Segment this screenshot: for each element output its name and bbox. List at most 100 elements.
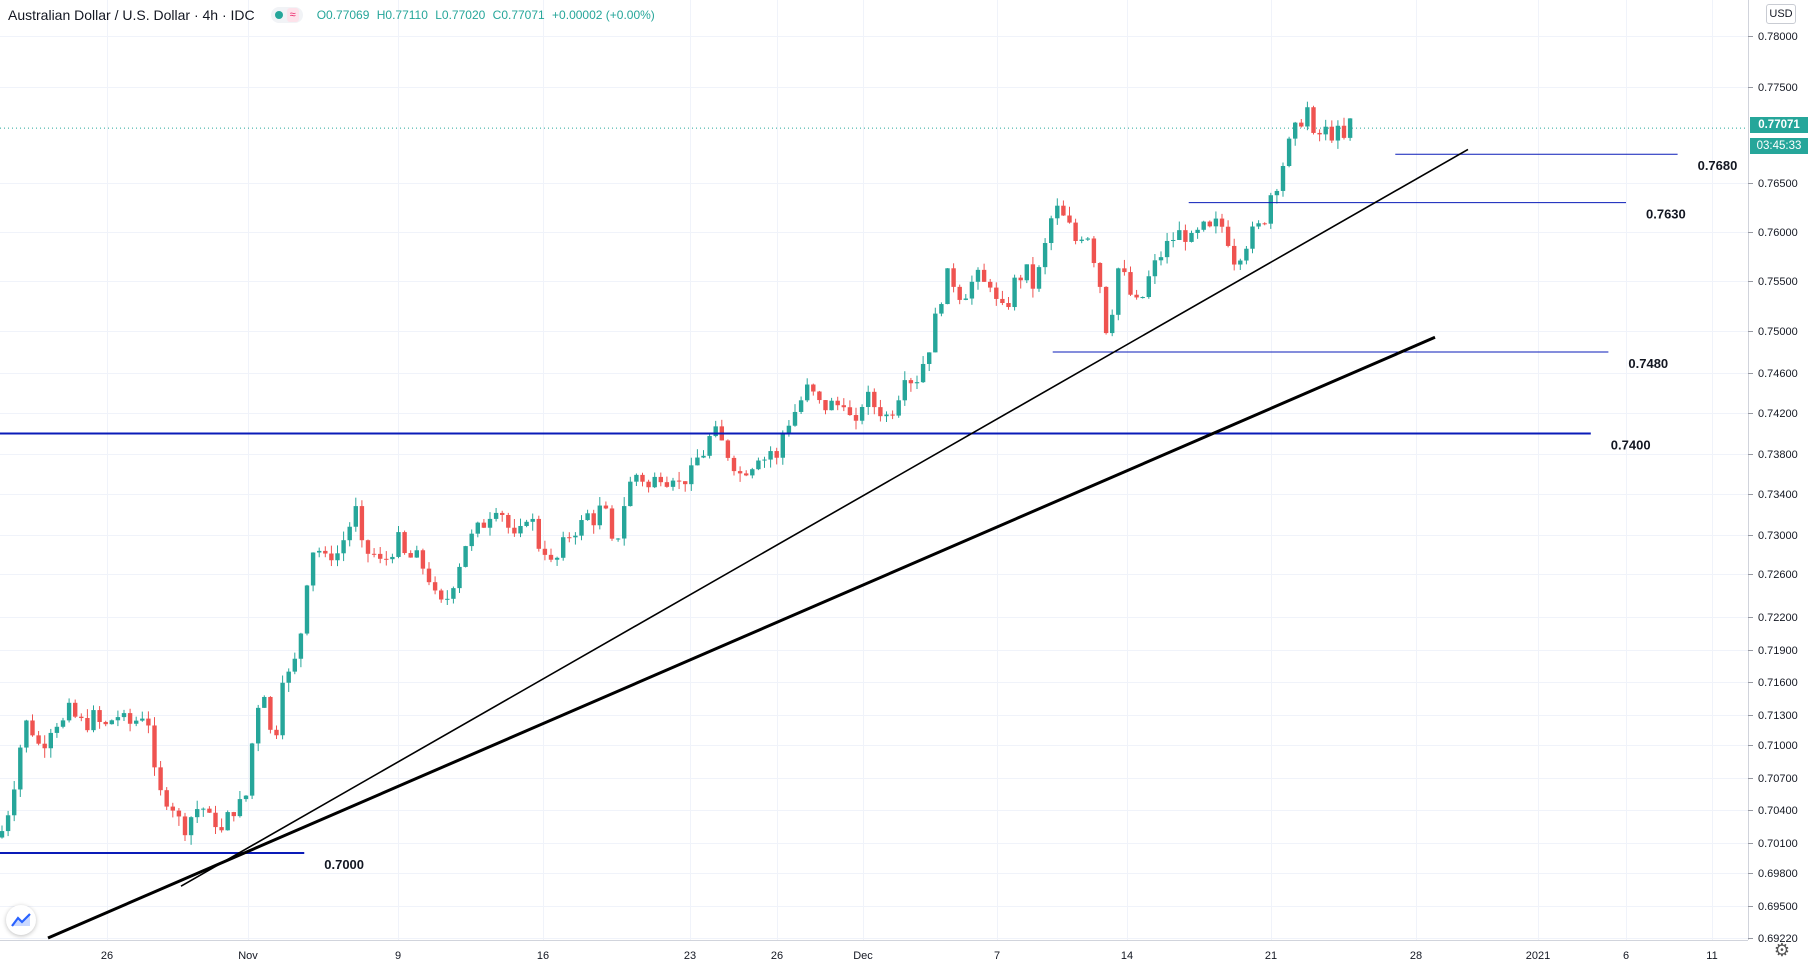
candle-body (402, 532, 407, 554)
candle-body (725, 440, 731, 458)
symbol-title[interactable]: Australian Dollar / U.S. Dollar · 4h · I… (8, 7, 255, 23)
candle-body (213, 812, 218, 828)
candle-body (695, 457, 700, 466)
price-tick-label: 0.74600 (1758, 368, 1798, 380)
high-value: H0.77110 (376, 8, 428, 22)
candle-body (1134, 294, 1139, 298)
candle-body (1122, 268, 1127, 273)
candle-body (676, 480, 682, 482)
trendline-thin (180, 148, 1469, 887)
price-tick-label: 0.73400 (1758, 489, 1798, 501)
candle-body (219, 827, 224, 831)
price-tick-label: 0.71300 (1758, 710, 1798, 722)
gear-icon[interactable]: ⚙ (1773, 940, 1791, 960)
price-tick-label: 0.76500 (1758, 178, 1798, 190)
candle-body (1164, 240, 1170, 258)
candle-body (256, 707, 261, 744)
current-price-label: 0.77071 (1750, 117, 1808, 133)
candle-body (506, 514, 511, 528)
trendline-thick (47, 335, 1436, 940)
candle-body (146, 718, 151, 726)
candle-body (1299, 122, 1304, 127)
time-axis[interactable]: 26 Nov 9 16 23 26 Dec 7 14 21 28 2021 6 11 (0, 940, 1748, 967)
currency-button[interactable]: USD (1766, 4, 1796, 24)
candle-body (609, 508, 615, 539)
trendlines[interactable] (47, 148, 1469, 940)
candle-body (1049, 218, 1054, 244)
candle-body (920, 363, 926, 383)
candle-body (274, 729, 279, 736)
candle-body (18, 747, 23, 790)
horizontal-levels[interactable]: 0.7680 0.7630 0.7480 0.7400 0.7000 (0, 153, 1738, 872)
time-tick-label: 9 (395, 950, 401, 962)
ohlc-values: O0.77069 H0.77110 L0.77020 C0.77071 +0.0… (317, 8, 659, 22)
time-tick-label: 16 (537, 950, 549, 962)
candle-body (829, 400, 834, 411)
candle-body (841, 405, 846, 408)
candle-body (91, 710, 96, 731)
candle-body (1091, 238, 1097, 264)
candle-body (585, 513, 590, 521)
candle-body (1140, 297, 1145, 299)
candle-body (54, 726, 60, 733)
candle-body (371, 553, 377, 555)
candle-body (225, 812, 230, 831)
candle-body (646, 481, 651, 488)
candle-body (1085, 238, 1090, 240)
candle-body (634, 474, 639, 482)
candle-body (1268, 195, 1273, 224)
price-tick-label: 0.70100 (1758, 838, 1798, 850)
level-label: 0.7000 (324, 857, 364, 872)
candle-body (66, 702, 72, 721)
status-pill[interactable]: ≈ (270, 7, 303, 23)
candle-body (713, 426, 718, 437)
candle-body (1274, 190, 1280, 196)
candle-body (317, 550, 322, 553)
candle-body (1195, 229, 1200, 233)
candle-body (1323, 126, 1328, 135)
candle-body (170, 806, 175, 811)
candle-body (1232, 245, 1237, 265)
market-status-icon (274, 11, 283, 19)
candle-body (481, 522, 487, 528)
candle-body (127, 713, 133, 724)
level-label: 0.7630 (1646, 207, 1686, 222)
candle-body (878, 407, 883, 417)
candle-body (280, 682, 285, 736)
candle-body (365, 540, 371, 554)
candle-body (378, 553, 383, 559)
candle-body (85, 718, 90, 731)
candle-body (988, 281, 993, 288)
tradingview-logo-icon[interactable] (6, 905, 36, 935)
candle-body (390, 556, 395, 560)
candle-body (1177, 230, 1182, 240)
candle-body (512, 527, 517, 534)
candle-body (1097, 263, 1103, 287)
price-axis[interactable]: 0.78000 0.77500 0.76500 0.76000 0.75500 0.750… (1748, 0, 1819, 945)
price-tick-label: 0.71900 (1758, 645, 1798, 657)
price-tick-label: 0.71000 (1758, 740, 1798, 752)
candle-body (762, 459, 767, 461)
candle-body (1341, 125, 1347, 138)
candle-body (792, 411, 798, 426)
candle-body (951, 268, 956, 287)
candle-body (1006, 303, 1011, 308)
candle-body (731, 457, 737, 472)
candle-body (60, 720, 66, 727)
candle-body (1073, 222, 1078, 241)
time-tick-label: Dec (853, 950, 873, 962)
candle-body (1158, 257, 1164, 261)
price-tick-label: 0.72200 (1758, 612, 1798, 624)
candle-body (182, 816, 188, 836)
candle-body (939, 304, 944, 314)
candle-body (1250, 226, 1255, 249)
candle-body (1347, 118, 1353, 138)
candle-body (335, 553, 340, 561)
candle-body (426, 568, 432, 583)
level-label: 0.7680 (1698, 158, 1738, 173)
candle-body (689, 465, 694, 485)
candle-body (524, 521, 529, 526)
candle-body (1024, 264, 1029, 281)
candle-body (304, 585, 310, 634)
